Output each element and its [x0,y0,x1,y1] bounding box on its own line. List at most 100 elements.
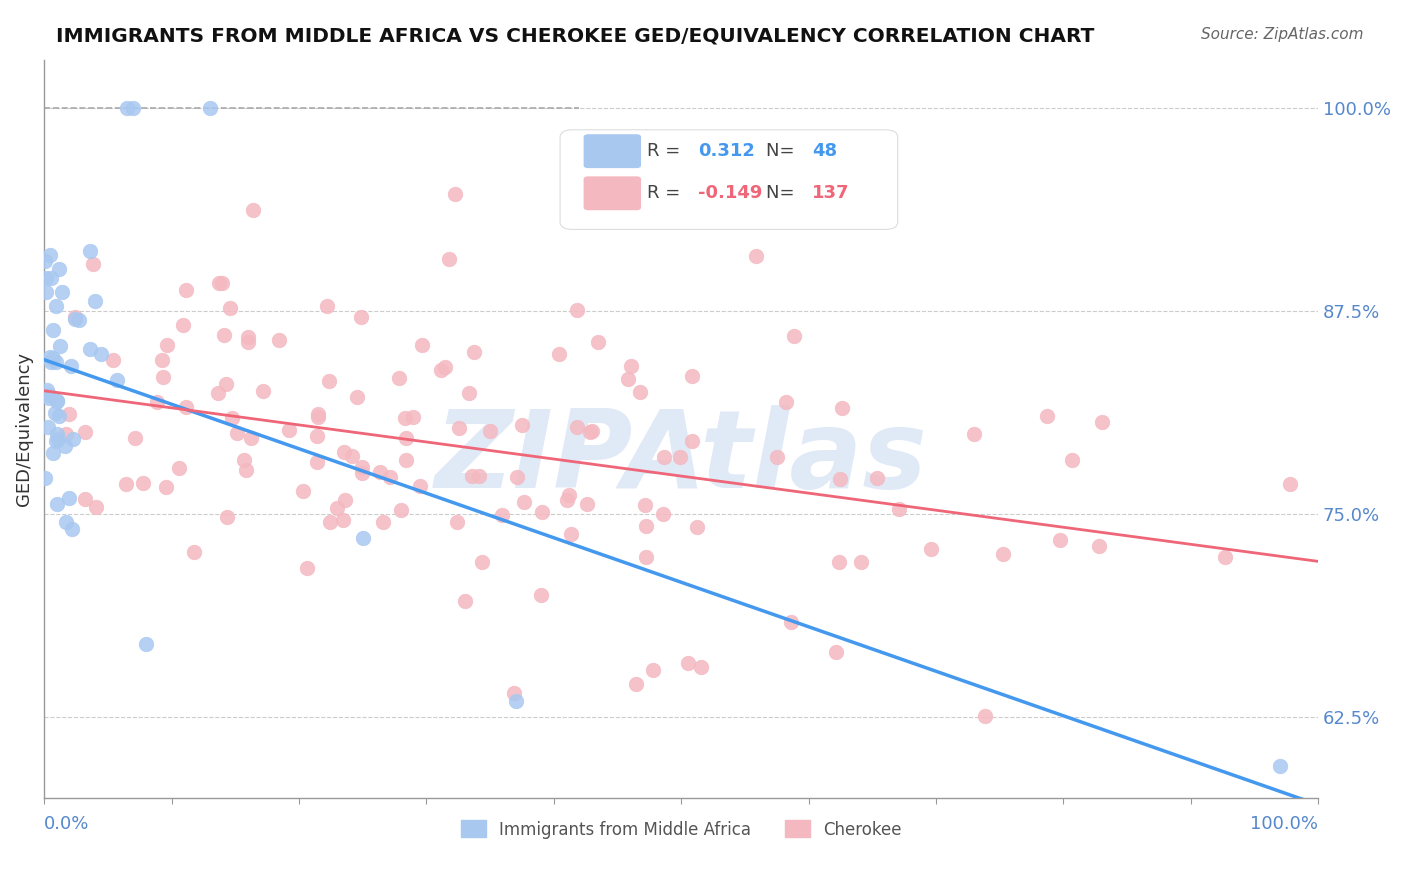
Point [135,637,157,651]
Point [557,488,579,502]
Point [828,555,851,569]
Point [586,334,609,349]
Point [236,334,259,349]
Point [1279,476,1302,491]
Point [686,520,709,534]
Point [530,505,553,519]
Point [332,513,354,527]
Point [444,186,467,201]
Point [333,493,356,508]
Point [174,400,197,414]
Point [65,311,87,326]
Point [634,498,657,512]
Point [46,432,69,446]
Point [167,461,190,475]
Point [211,276,233,290]
Point [34,254,56,268]
Point [319,515,342,529]
Point [389,503,412,517]
Point [235,463,257,477]
Point [1268,758,1291,772]
Point [156,338,179,352]
Point [619,359,641,374]
Point [457,386,479,401]
Point [447,420,470,434]
Text: Source: ZipAtlas.com: Source: ZipAtlas.com [1201,27,1364,42]
Text: ZIPAtlas: ZIPAtlas [434,405,928,511]
Point [34,271,56,285]
Point [307,410,329,425]
Point [1091,415,1114,429]
Point [676,656,699,670]
FancyBboxPatch shape [585,135,640,168]
Text: 100.0%: 100.0% [1250,814,1319,833]
Point [783,328,806,343]
Point [1088,539,1111,553]
Point [468,469,491,483]
Point [411,338,433,352]
Point [53,439,76,453]
Point [84,500,107,515]
Point [221,411,243,425]
Point [581,425,603,439]
Point [350,460,373,475]
Point [82,257,104,271]
Text: IMMIGRANTS FROM MIDDLE AFRICA VS CHEROKEE GED/EQUIVALENCY CORRELATION CHART: IMMIGRANTS FROM MIDDLE AFRICA VS CHEROKE… [56,27,1095,45]
Point [316,299,339,313]
Point [75,425,97,439]
Point [765,450,787,464]
Point [624,677,647,691]
Point [530,588,553,602]
Point [565,303,588,318]
Point [215,377,238,392]
Point [887,502,910,516]
Point [45,354,67,368]
Point [350,466,373,480]
FancyBboxPatch shape [585,177,640,210]
Point [333,445,356,459]
Point [1060,452,1083,467]
Point [152,369,174,384]
Point [39,271,62,285]
Point [252,384,274,398]
Point [198,101,221,115]
Point [150,353,173,368]
Point [318,374,340,388]
Point [48,409,70,423]
Point [208,277,231,291]
Point [920,542,942,557]
Point [55,426,77,441]
Point [744,249,766,263]
Point [277,423,299,437]
Point [557,492,579,507]
Point [510,417,533,432]
Point [59,359,82,373]
Point [49,339,72,353]
Point [402,409,425,424]
Point [866,471,889,485]
Point [239,431,262,445]
Point [454,594,477,608]
Point [105,373,128,387]
Legend: Immigrants from Middle Africa, Cherokee: Immigrants from Middle Africa, Cherokee [454,814,908,846]
Point [115,101,138,115]
Point [46,393,69,408]
Point [690,659,713,673]
Point [132,475,155,490]
Point [219,301,242,315]
Point [45,434,67,449]
Point [1049,533,1071,547]
Point [395,431,418,445]
Point [269,334,291,348]
Point [48,262,70,277]
Point [46,426,69,441]
Point [463,344,485,359]
Point [122,101,145,115]
Point [849,555,872,569]
Point [547,347,569,361]
Text: 0.0%: 0.0% [44,814,90,833]
Point [831,401,853,416]
Point [513,495,536,509]
Point [346,390,368,404]
Point [409,479,432,493]
